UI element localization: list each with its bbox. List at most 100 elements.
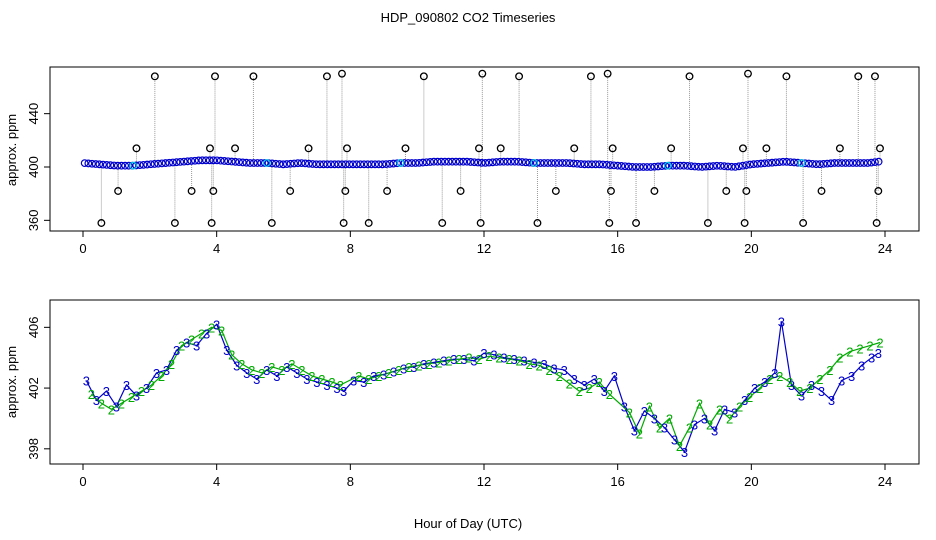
- top-baseline-point: [602, 160, 611, 169]
- series-2-marker: 2: [556, 369, 563, 384]
- top-baseline-point: [849, 159, 857, 167]
- series-2-marker: 2: [666, 411, 673, 426]
- top-baseline-point: [139, 160, 148, 169]
- top-baseline-point: [679, 161, 688, 170]
- series-2-marker: 2: [138, 384, 145, 399]
- series-3-marker: 3: [253, 372, 260, 387]
- top-baseline-point: [646, 163, 655, 171]
- top-baseline-point: [775, 158, 784, 166]
- series-3-marker: 3: [293, 366, 300, 381]
- top-spike-point: [249, 72, 258, 81]
- series-3-marker: 3: [671, 433, 678, 448]
- top-y-axis-label: approx. ppm: [4, 114, 19, 186]
- top-baseline-point: [749, 160, 758, 169]
- series-2-marker: 2: [656, 421, 663, 436]
- series-3-marker: 3: [283, 360, 290, 375]
- top-baseline-point: [268, 159, 277, 168]
- top-baseline-point: [176, 158, 185, 166]
- top-x-tick-label: 8: [347, 241, 354, 256]
- top-spike-point: [476, 219, 485, 227]
- top-baseline-point: [382, 160, 390, 169]
- top-baseline-point: [742, 161, 751, 170]
- top-baseline-point: [819, 160, 828, 168]
- top-baseline-point: [102, 160, 111, 169]
- top-baseline-point: [701, 162, 710, 171]
- top-spike-point: [267, 219, 276, 227]
- top-baseline-point: [282, 160, 291, 168]
- top-spike-point: [211, 72, 219, 81]
- top-baseline-point: [242, 158, 251, 167]
- series-3-marker: 3: [711, 424, 718, 439]
- top-spike-point: [782, 72, 791, 81]
- series-2-marker: 2: [168, 357, 175, 372]
- series-3-marker: 3: [531, 355, 538, 370]
- series-3-marker: 3: [520, 354, 527, 369]
- series-2-marker: 2: [515, 354, 522, 369]
- top-baseline-point: [551, 159, 560, 167]
- top-baseline-point: [565, 159, 574, 168]
- top-spike-point: [817, 187, 826, 195]
- top-baseline-point: [312, 160, 321, 169]
- top-baseline-point: [793, 158, 802, 167]
- top-baseline-point: [510, 157, 519, 166]
- top-baseline-point: [224, 157, 232, 166]
- top-baseline-point: [231, 157, 240, 166]
- top-baseline-point: [80, 159, 89, 168]
- top-baseline-point: [459, 157, 468, 166]
- top-x-tick-label: 12: [477, 241, 491, 256]
- series-3-marker: 3: [691, 418, 698, 433]
- top-baseline-point: [716, 161, 725, 170]
- top-baseline-point: [422, 158, 431, 167]
- series-3-marker: 3: [741, 393, 748, 408]
- series-3-marker: 3: [631, 424, 638, 439]
- series-3-marker: 3: [333, 381, 340, 396]
- top-baseline-point-highlight: [129, 161, 138, 170]
- top-baseline-point: [84, 159, 93, 168]
- series-2-marker: 2: [228, 348, 235, 363]
- top-baseline-point: [547, 159, 556, 167]
- series-3-marker: 3: [601, 384, 608, 399]
- top-x-tick-label: 16: [610, 241, 624, 256]
- series-3-marker: 3: [701, 411, 708, 426]
- top-spike-point: [338, 69, 346, 78]
- series-2-marker: 2: [676, 439, 683, 454]
- top-baseline-point: [257, 159, 266, 167]
- top-baseline-point: [764, 159, 773, 167]
- top-spike-point: [835, 144, 844, 153]
- top-baseline-point: [88, 159, 96, 168]
- top-x-axis: 0 4 8 12 16 20 24: [79, 231, 892, 256]
- top-baseline-point: [562, 159, 571, 167]
- top-baseline-point: [209, 156, 218, 165]
- top-spike-point: [739, 144, 747, 153]
- top-spike-point: [207, 219, 216, 227]
- top-baseline-point: [106, 161, 115, 170]
- series-2-marker: 2: [248, 363, 255, 378]
- series-3-marker: 3: [233, 358, 240, 373]
- series-2-marker: 2: [88, 387, 95, 402]
- bottom-series-lines: [85, 321, 881, 454]
- chart-title: HDP_090802 CO2 Timeseries: [381, 10, 556, 25]
- series-3-marker: 3: [213, 317, 220, 332]
- series-3-marker: 3: [113, 399, 120, 414]
- top-baseline-point: [367, 160, 376, 169]
- top-baseline-point-highlight: [663, 161, 672, 170]
- series-3-marker: 3: [500, 351, 507, 366]
- top-baseline-point-highlight: [262, 159, 271, 167]
- top-baseline-point: [738, 161, 747, 170]
- series-2-marker: 2: [455, 352, 462, 367]
- series-2-marker: 2: [178, 339, 185, 354]
- top-spike-point: [740, 219, 749, 227]
- top-y-tick-label: 440: [26, 103, 41, 125]
- series-2-marker: 2: [546, 363, 553, 378]
- top-spike-point: [799, 219, 808, 227]
- top-baseline-point: [569, 159, 578, 168]
- series-2-marker: 2: [716, 402, 723, 417]
- series-3-marker: 3: [173, 343, 180, 358]
- top-baseline-point: [356, 160, 365, 169]
- series-2-marker: 2: [188, 332, 195, 347]
- series-3-marker: 3: [430, 355, 437, 370]
- series-2-marker: 2: [596, 375, 603, 390]
- top-baseline-point: [628, 162, 637, 171]
- top-baseline-point: [591, 160, 600, 169]
- bottom-y-tick-label: 398: [26, 438, 41, 460]
